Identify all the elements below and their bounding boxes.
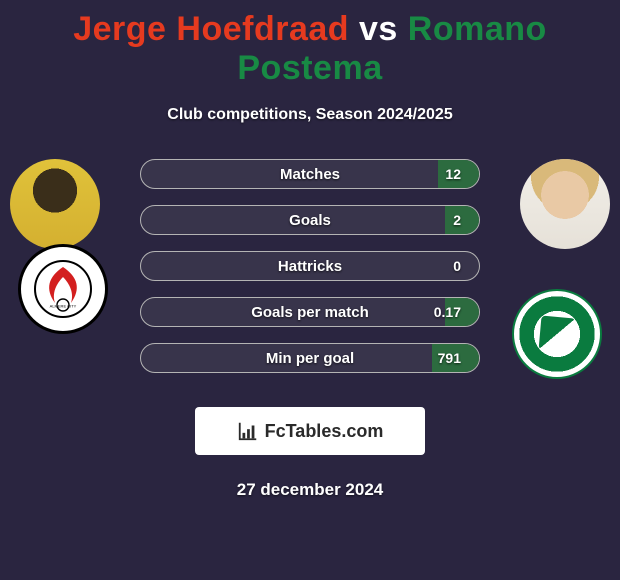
subtitle: Club competitions, Season 2024/2025 bbox=[0, 106, 620, 124]
svg-text:ALMERE CITY: ALMERE CITY bbox=[50, 304, 77, 309]
chart-icon bbox=[237, 420, 259, 442]
stat-value-right: 791 bbox=[438, 350, 461, 366]
brand-text: FcTables.com bbox=[265, 421, 384, 442]
stat-row: Hattricks 0 bbox=[140, 251, 480, 281]
player2-avatar bbox=[520, 159, 610, 249]
stat-label: Matches bbox=[280, 166, 340, 183]
stat-value-right: 0 bbox=[453, 258, 461, 274]
vs-text: vs bbox=[359, 10, 398, 48]
date-text: 27 december 2024 bbox=[0, 480, 620, 500]
player1-name: Jerge Hoefdraad bbox=[73, 10, 349, 48]
stat-row: Goals per match 0.17 bbox=[140, 297, 480, 327]
stat-value-right: 2 bbox=[453, 212, 461, 228]
stat-label: Goals bbox=[289, 212, 331, 229]
stat-label: Min per goal bbox=[266, 350, 354, 367]
stat-label: Goals per match bbox=[251, 304, 369, 321]
stat-row: Goals 2 bbox=[140, 205, 480, 235]
bar-fill-right bbox=[445, 206, 479, 234]
stats-area: ALMERE CITY Matches 12 Goals 2 Hattricks 0 Goa… bbox=[0, 159, 620, 399]
stat-rows: Matches 12 Goals 2 Hattricks 0 Goals per match… bbox=[140, 159, 480, 389]
brand-box: FcTables.com bbox=[195, 407, 425, 455]
stat-row: Matches 12 bbox=[140, 159, 480, 189]
player1-club-badge: ALMERE CITY bbox=[18, 244, 108, 334]
stat-label: Hattricks bbox=[278, 258, 342, 275]
player2-club-badge bbox=[512, 289, 602, 379]
comparison-title: Jerge Hoefdraad vs Romano Postema bbox=[0, 0, 620, 88]
fc-groningen-icon bbox=[512, 289, 602, 379]
stat-row: Min per goal 791 bbox=[140, 343, 480, 373]
player1-avatar bbox=[10, 159, 100, 249]
almere-city-icon: ALMERE CITY bbox=[28, 254, 98, 324]
player2-avatar-image bbox=[520, 159, 610, 249]
player1-avatar-image bbox=[10, 159, 100, 249]
stat-value-right: 12 bbox=[445, 166, 461, 182]
stat-value-right: 0.17 bbox=[434, 304, 461, 320]
